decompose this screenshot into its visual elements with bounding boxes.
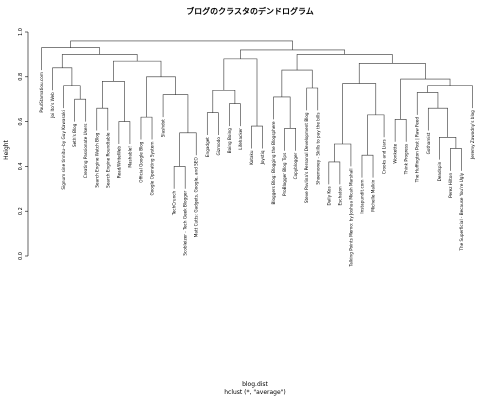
x-axis-label: blog.dist — [242, 381, 268, 388]
leaf-label: Bloggers Blog: Blogging the Blogsphere — [271, 121, 276, 205]
leaf-label: Instapundit.com — [359, 180, 364, 214]
merge — [427, 85, 473, 109]
merge — [328, 161, 341, 185]
leaf-label: Copyblogger — [293, 152, 298, 179]
leaf-label: Read/WriteWeb — [116, 146, 121, 178]
leaf-label: Search Engine Roundtable — [105, 132, 110, 188]
merge — [118, 121, 131, 144]
y-tick-label: 0.4 — [18, 162, 24, 170]
merge — [284, 128, 296, 151]
leaf-label: Search Engine Watch Blog — [94, 132, 99, 187]
leaf-label: Joi Ito's Web — [50, 92, 55, 119]
merge — [400, 78, 451, 120]
merge — [212, 89, 236, 113]
leaf-label: Eschaton — [337, 186, 342, 206]
y-tick-label: 1.0 — [18, 28, 24, 36]
merge — [146, 76, 176, 118]
merge — [251, 125, 263, 149]
merge — [358, 63, 426, 84]
leaf-label: Shoemoney - Skills to pay the bills — [315, 112, 320, 184]
merge — [334, 143, 352, 167]
leaf-label: Talking Points Memo: by Joshua Micah Mar… — [348, 168, 353, 267]
leaf-label: Wonkette — [393, 143, 398, 163]
merge — [173, 166, 186, 189]
leaf-label: Gothamist — [426, 132, 431, 154]
merge — [70, 40, 293, 50]
y-tick-label: 0.0 — [18, 252, 24, 260]
merge — [41, 47, 101, 71]
merge — [63, 85, 81, 109]
merge — [74, 98, 87, 122]
merge — [162, 94, 189, 133]
leaf-label: Boing Boing — [227, 128, 232, 153]
merge — [102, 80, 125, 122]
merge — [96, 107, 109, 131]
leaf-label: TechCrunch — [172, 190, 177, 216]
leaf-label: Engadget — [205, 137, 210, 157]
leaf-label: Steve Pavlina's Personal Development Blo… — [304, 112, 309, 203]
leaf-label: Perez Hilton — [448, 173, 453, 198]
leaf-label: Gizmodo — [216, 137, 221, 156]
merge — [140, 116, 153, 140]
leaf-label: Slashdot — [161, 119, 166, 137]
y-tick-label: 0.6 — [18, 118, 24, 126]
y-tick-label: 0.8 — [18, 73, 24, 81]
leaf-label: Seth's Blog — [72, 123, 77, 147]
leaf-label: Scobleizer - Tech Geek Blogger — [183, 191, 188, 256]
merge — [427, 107, 448, 138]
leaf-label: Michelle Malkin — [371, 179, 376, 211]
chart-title: ブログのクラスタのデンドログラム — [186, 6, 314, 16]
leaf-label: Mashable! — [127, 146, 132, 168]
merge — [296, 54, 393, 71]
merge — [281, 69, 313, 97]
merge — [342, 83, 377, 144]
merge — [450, 148, 462, 171]
leaf-label: Crooks and Liars — [382, 139, 387, 174]
leaf-label: Think Progress — [404, 144, 409, 176]
leaf-label: Google Operating System — [150, 142, 155, 196]
merge — [306, 87, 319, 111]
leaf-label: ProBlogger Blog Tips — [282, 153, 287, 196]
merge — [361, 154, 374, 178]
leaf-label: PaulStamatiou.com — [39, 72, 44, 113]
leaf-label: Deadspin — [437, 161, 442, 181]
leaf-label: Matt Cutts: Gadgets, Google, and SEO — [194, 157, 199, 238]
leaf-label: Daily Kos — [326, 186, 331, 205]
merge — [52, 67, 73, 91]
leaf-label: Official Google Blog — [138, 141, 143, 183]
y-tick-label: 0.2 — [18, 207, 24, 215]
leaf-label: Kotaku — [249, 150, 254, 165]
merge — [229, 103, 241, 127]
merge — [416, 92, 439, 115]
merge — [206, 112, 219, 136]
leaf-label: Lifehacker — [238, 128, 243, 150]
merge — [113, 60, 162, 82]
leaf-label: Creating Passionate Users — [83, 124, 88, 179]
leaf-label: Signum sine tinnitu--by Guy Kawasaki — [61, 110, 66, 189]
subtitle: hclust (*, "average") — [224, 389, 286, 396]
merge — [394, 119, 407, 142]
leaf-label: The Huffington Post | Raw Feed — [415, 117, 420, 184]
y-axis-label: Height — [3, 139, 10, 159]
leaf-label: Joystiq — [260, 150, 265, 165]
leaf-label: The Superficial - Because You're Ugly — [459, 172, 464, 251]
leaf-label: Jeremy Zawodny's blog — [470, 110, 475, 160]
